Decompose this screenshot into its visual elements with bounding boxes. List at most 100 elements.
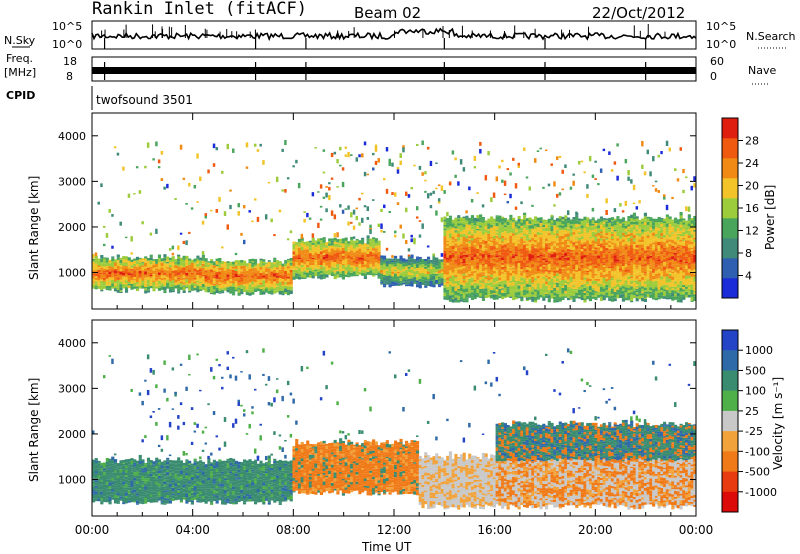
heatmap-cell [558, 292, 562, 296]
heatmap-cell [215, 282, 219, 285]
heatmap-cell [575, 278, 579, 281]
heatmap-cell [550, 238, 554, 242]
heatmap-cell [484, 257, 488, 260]
heatmap-cell [605, 273, 609, 277]
heatmap-cell [577, 264, 582, 267]
heatmap-cell [641, 140, 644, 147]
heatmap-cell [605, 239, 609, 243]
heatmap-cell [319, 254, 324, 256]
heatmap-cell [643, 250, 647, 254]
heatmap-cell [292, 266, 296, 269]
heatmap-cell [509, 172, 512, 176]
heatmap-cell [105, 264, 109, 266]
heatmap-cell [594, 278, 598, 281]
heatmap-cell [605, 221, 609, 224]
heatmap-cell [553, 253, 557, 258]
heatmap-cell [451, 258, 455, 260]
heatmap-cell [492, 287, 496, 291]
heatmap-cell [561, 230, 565, 233]
heatmap-cell [555, 243, 560, 246]
heatmap-cell [632, 291, 636, 296]
heatmap-cell [580, 233, 584, 237]
heatmap-cell [163, 272, 167, 275]
heatmap-cell [188, 280, 192, 284]
heatmap-cell [462, 256, 466, 259]
heatmap-cell [435, 260, 439, 264]
heatmap-cell [133, 270, 137, 274]
heatmap-cell [586, 248, 590, 252]
heatmap-cell [251, 220, 254, 223]
heatmap-cell [468, 271, 472, 274]
heatmap-cell [391, 255, 394, 258]
heatmap-cell [635, 288, 639, 291]
heatmap-cell [569, 263, 573, 267]
heatmap-cell [621, 256, 626, 260]
heatmap-cell [100, 280, 104, 284]
heatmap-cell [624, 284, 628, 288]
heatmap-cell [446, 296, 450, 301]
heatmap-cell [652, 232, 656, 236]
heatmap-cell [366, 216, 370, 220]
heatmap-cell [190, 286, 194, 289]
heatmap-cell [284, 280, 288, 283]
heatmap-cell [627, 237, 631, 242]
heatmap-cell [399, 267, 403, 270]
heatmap-cell [572, 286, 576, 289]
heatmap-cell [369, 265, 373, 268]
heatmap-cell [394, 276, 398, 280]
heatmap-cell [262, 264, 266, 267]
heatmap-cell [577, 228, 582, 231]
heatmap-cell [473, 233, 477, 237]
heatmap-cell [525, 247, 529, 251]
heatmap-cell [652, 156, 655, 162]
heatmap-cell [547, 224, 551, 228]
heatmap-cell [583, 287, 587, 290]
heatmap-cell [624, 262, 628, 265]
heatmap-cell [377, 266, 381, 271]
heatmap-cell [300, 264, 304, 268]
heatmap-cell [248, 282, 252, 285]
heatmap-cell [619, 285, 623, 288]
heatmap-cell [317, 268, 321, 272]
heatmap-cell [289, 278, 293, 282]
heatmap-cell [234, 281, 238, 284]
heatmap-cell [627, 263, 631, 266]
heatmap-cell [624, 246, 628, 250]
heatmap-cell [577, 220, 582, 222]
heatmap-cell [599, 257, 604, 259]
heatmap-cell [476, 278, 480, 280]
heatmap-cell [646, 290, 650, 292]
heatmap-cell [212, 272, 216, 276]
heatmap-cell [399, 270, 403, 273]
heatmap-cell [588, 297, 593, 299]
heatmap-cell [657, 285, 661, 290]
heatmap-cell [297, 257, 302, 260]
heatmap-cell [534, 255, 538, 258]
heatmap-cell [588, 250, 593, 254]
heatmap-cell [564, 242, 568, 245]
heatmap-cell [520, 296, 524, 299]
heatmap-cell [558, 257, 562, 261]
heatmap-cell [457, 242, 461, 246]
heatmap-cell [396, 276, 400, 279]
heatmap-cell [641, 220, 645, 223]
heatmap-cell [105, 262, 109, 265]
heatmap-cell [613, 234, 617, 238]
heatmap-cell [643, 241, 647, 245]
heatmap-cell [619, 247, 623, 252]
heatmap-cell [498, 241, 502, 244]
heatmap-cell [237, 203, 240, 208]
heatmap-cell [201, 263, 205, 267]
heatmap-cell [566, 296, 571, 298]
heatmap-cell [621, 276, 626, 279]
heatmap-cell [484, 240, 488, 244]
heatmap-cell [385, 270, 389, 274]
heatmap-cell [534, 296, 538, 299]
heatmap-cell [116, 273, 120, 278]
heatmap-cell [616, 252, 620, 255]
heatmap-cell [646, 246, 650, 250]
heatmap-cell [481, 204, 485, 208]
heatmap-cell [105, 272, 109, 275]
heatmap-cell [481, 237, 485, 240]
heatmap-cell [583, 291, 587, 293]
